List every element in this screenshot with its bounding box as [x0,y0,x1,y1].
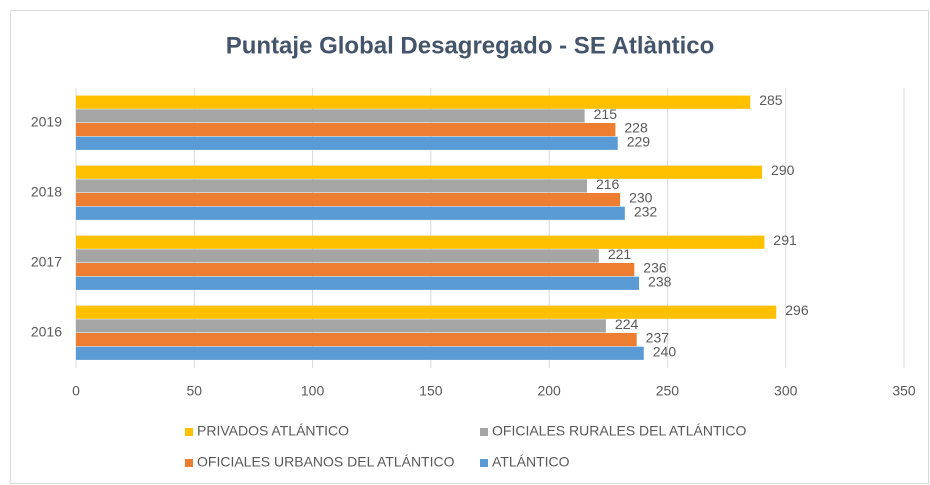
legend-label: ATLÁNTICO [492,454,570,470]
bar [76,179,587,193]
bar [76,123,616,137]
x-tick-label: 200 [537,383,561,399]
y-tick-label: 2017 [31,254,62,270]
bar [76,249,599,263]
data-label: 216 [596,176,620,192]
x-tick-label: 150 [419,383,443,399]
legend-swatch [480,459,488,467]
bar [76,305,777,319]
x-tick-label: 250 [656,383,680,399]
bar [76,206,625,220]
y-tick-label: 2018 [31,184,62,200]
data-label: 237 [646,330,670,346]
bar [76,319,606,333]
data-label: 240 [653,343,677,359]
y-tick-label: 2019 [31,114,62,130]
bar [76,235,765,249]
data-label: 285 [759,92,783,108]
legend-swatch [185,428,193,436]
bar [76,136,618,150]
bar [76,263,635,277]
x-tick-label: 350 [892,383,916,399]
x-tick-label: 50 [186,383,202,399]
data-label: 290 [771,162,795,178]
bar [76,193,621,207]
data-label: 238 [648,273,672,289]
legend-swatch [480,428,488,436]
legend-label: OFICIALES URBANOS DEL ATLÁNTICO [197,454,455,470]
data-label: 232 [634,203,658,219]
data-label: 215 [594,106,618,122]
data-label: 221 [608,246,632,262]
legend-label: OFICIALES RURALES DEL ATLÁNTICO [492,423,747,439]
bar [76,333,637,347]
data-label: 236 [643,260,667,276]
bar [76,109,585,123]
chart-title: Puntaje Global Desagregado - SE Atlàntic… [226,32,715,59]
bar [76,346,644,360]
data-label: 228 [624,120,648,136]
y-tick-label: 2016 [31,324,62,340]
bar [76,276,640,290]
x-tick-label: 100 [301,383,325,399]
data-label: 229 [627,133,651,149]
x-tick-label: 300 [774,383,798,399]
legend-swatch [185,459,193,467]
data-label: 296 [785,302,809,318]
legend-label: PRIVADOS ATLÁNTICO [197,423,349,439]
data-label: 291 [773,232,797,248]
data-label: 224 [615,316,639,332]
x-tick-label: 0 [72,383,80,399]
bar [76,95,751,109]
bar [76,165,763,179]
data-label: 230 [629,190,653,206]
